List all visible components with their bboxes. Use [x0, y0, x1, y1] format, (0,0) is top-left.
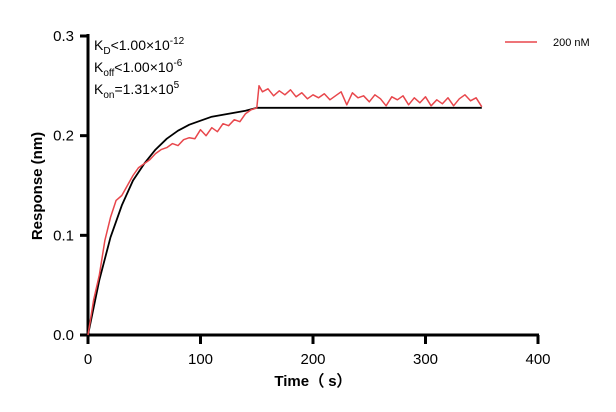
- constant-value: =1.31×10: [114, 81, 173, 97]
- x-tick-label: 400: [525, 351, 550, 368]
- constant-exponent: -12: [170, 36, 185, 47]
- constant-exponent: 5: [174, 80, 180, 91]
- fit-curve: [87, 106, 482, 336]
- x-tick-label: 300: [413, 351, 438, 368]
- constant-symbol: K: [94, 59, 104, 75]
- constant-value: <1.00×10: [111, 37, 170, 53]
- legend-label: 200 nM: [553, 37, 590, 49]
- x-tick-label: 200: [300, 351, 325, 368]
- constant-symbol: K: [94, 81, 104, 97]
- constant-value: <1.00×10: [114, 59, 173, 75]
- x-tick-label: 0: [84, 351, 92, 368]
- y-tick-label: 0.3: [53, 28, 74, 45]
- constant-subscript: off: [103, 68, 114, 79]
- y-tick-label: 0.1: [53, 227, 74, 244]
- y-tick-label: 0.2: [53, 128, 74, 145]
- constant-exponent: -6: [173, 58, 182, 69]
- constant-subscript: on: [103, 90, 114, 101]
- kinetic-constant: Koff<1.00×10-6: [94, 58, 183, 79]
- axes: [86, 34, 539, 337]
- kinetic-constant: KD<1.00×10-12: [94, 36, 185, 57]
- y-axis-label: Response (nm): [29, 132, 46, 240]
- constant-subscript: D: [103, 46, 110, 57]
- series-200nm-line: [87, 85, 483, 336]
- constant-symbol: K: [94, 37, 104, 53]
- kinetic-constant: Kon=1.31×105: [94, 80, 180, 101]
- x-tick-label: 100: [188, 351, 213, 368]
- y-tick-label: 0.0: [53, 327, 74, 344]
- legend: 200 nM: [505, 37, 590, 49]
- x-axis-label: Time（ s）: [274, 372, 351, 390]
